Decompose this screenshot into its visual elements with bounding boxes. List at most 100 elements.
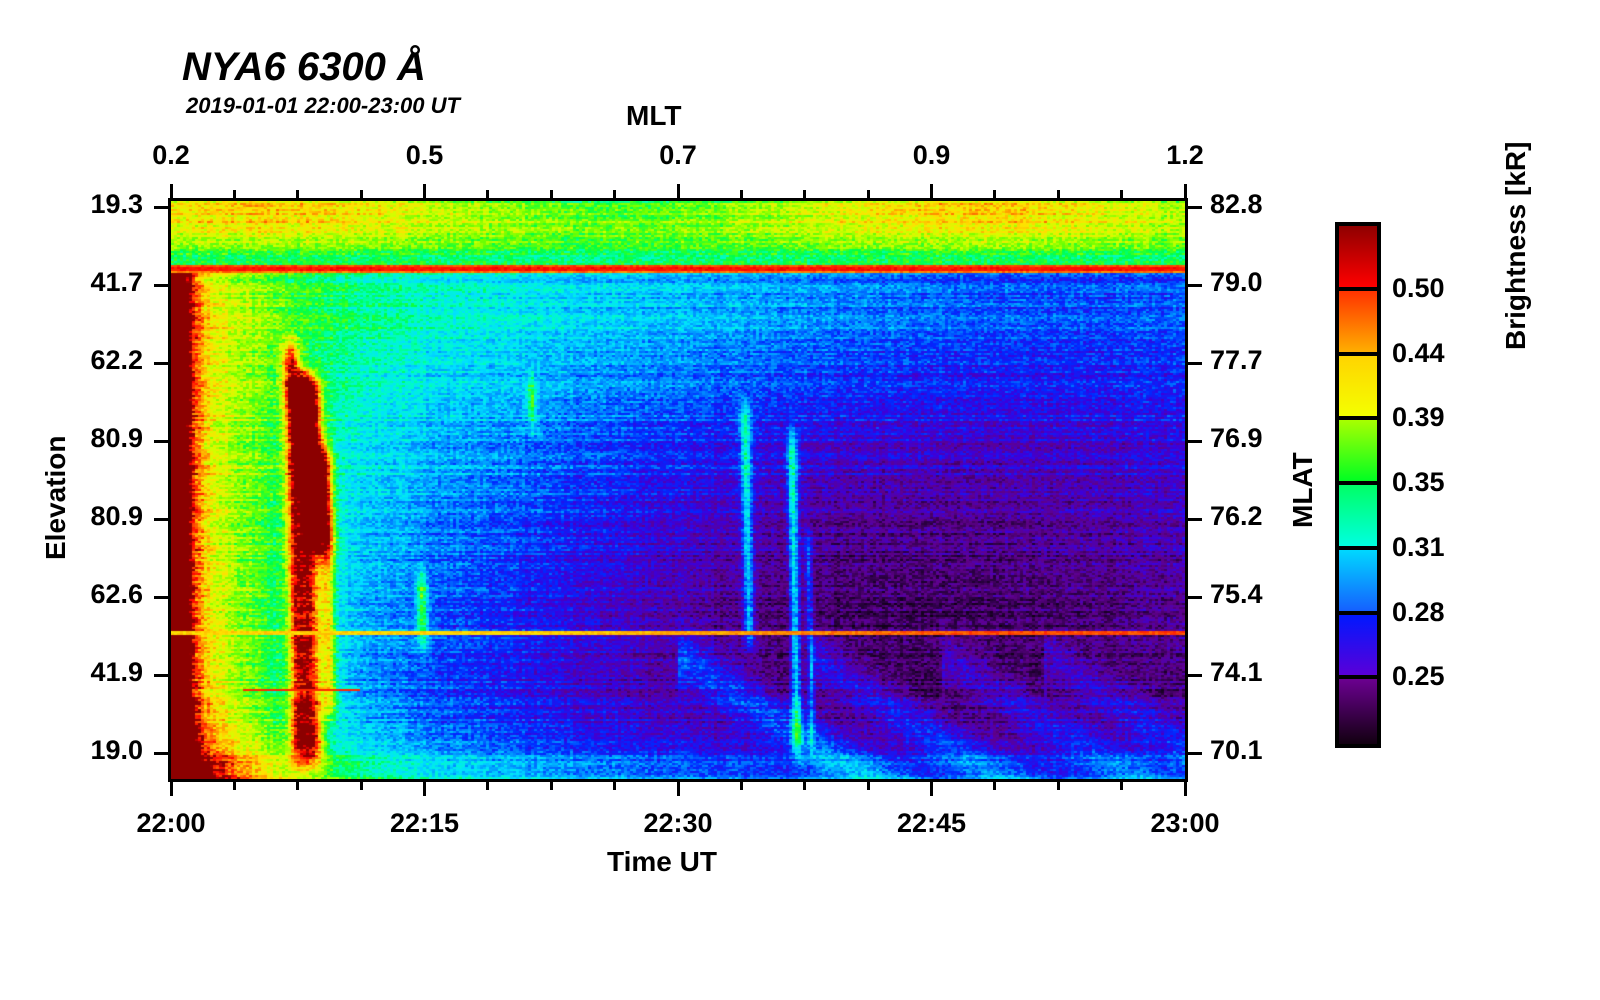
y-tick-label-right: 75.4 <box>1210 579 1263 609</box>
y-major-tick-left <box>154 205 171 209</box>
x-minor-tick-top <box>296 190 300 201</box>
x-minor-tick-bottom <box>486 779 490 790</box>
colorbar-tick-label: 0.44 <box>1392 337 1445 368</box>
x-tick-label-top: 0.5 <box>405 140 444 170</box>
y-major-tick-right <box>1185 517 1202 521</box>
x-minor-tick-top <box>549 190 553 201</box>
page-subtitle: 2019-01-01 22:00-23:00 UT <box>186 93 460 118</box>
y-major-tick-right <box>1185 361 1202 365</box>
y-tick-label-right: 76.9 <box>1210 423 1263 453</box>
x-major-tick-top <box>169 184 173 201</box>
y-major-tick-left <box>154 283 171 287</box>
x-minor-tick-bottom <box>1056 779 1060 790</box>
y-major-tick-left <box>154 439 171 443</box>
y-major-tick-right <box>1185 205 1202 209</box>
x-major-tick-top <box>676 184 680 201</box>
y-tick-label-right: 74.1 <box>1210 657 1263 687</box>
x-minor-tick-bottom <box>613 779 617 790</box>
right-axis-title: MLAT <box>1287 452 1318 528</box>
y-major-tick-right <box>1185 595 1202 599</box>
colorbar <box>1335 222 1381 748</box>
x-minor-tick-top <box>1056 190 1060 201</box>
x-major-tick-bottom <box>423 779 426 796</box>
x-minor-tick-top <box>613 190 617 201</box>
colorbar-segment-0 <box>1339 226 1377 291</box>
colorbar-tick-label: 0.28 <box>1392 596 1445 627</box>
x-minor-tick-top <box>359 190 363 201</box>
x-tick-label-top: 0.7 <box>659 140 697 170</box>
colorbar-gradient <box>1335 222 1381 748</box>
colorbar-tick-label: 0.25 <box>1392 661 1445 692</box>
x-major-tick-bottom <box>676 779 680 796</box>
x-minor-tick-bottom <box>1120 779 1124 790</box>
x-tick-label-top: 0.9 <box>912 140 951 170</box>
x-minor-tick-bottom <box>739 779 743 790</box>
left-axis-title: Elevation <box>40 435 71 560</box>
x-minor-tick-bottom <box>359 779 363 790</box>
x-minor-tick-top <box>1120 190 1124 201</box>
x-minor-tick-bottom <box>232 779 236 790</box>
colorbar-title: Brightness [kR] <box>1500 141 1531 350</box>
y-tick-label-left: 19.0 <box>90 735 143 765</box>
y-tick-label-left: 62.6 <box>90 579 143 609</box>
x-minor-tick-bottom <box>993 779 997 790</box>
y-major-tick-left <box>154 517 171 521</box>
y-major-tick-right <box>1185 283 1202 287</box>
y-tick-label-right: 79.0 <box>1210 267 1263 297</box>
x-minor-tick-top <box>866 190 870 201</box>
x-tick-label-bottom: 22:45 <box>896 808 967 838</box>
colorbar-segment-4 <box>1339 485 1377 550</box>
keogram-plot-area <box>168 198 1188 782</box>
y-tick-label-right: 76.2 <box>1210 501 1263 531</box>
y-major-tick-right <box>1185 673 1202 677</box>
colorbar-segment-7 <box>1339 679 1377 744</box>
x-major-tick-bottom <box>1183 779 1187 796</box>
y-major-tick-right <box>1185 751 1202 755</box>
y-tick-label-left: 19.3 <box>90 189 143 219</box>
x-minor-tick-bottom <box>549 779 553 790</box>
top-axis-title: MLT <box>626 100 682 131</box>
x-tick-label-bottom: 23:00 <box>1150 808 1220 838</box>
colorbar-segment-6 <box>1339 614 1377 680</box>
y-major-tick-left <box>154 751 171 755</box>
colorbar-tick-label: 0.50 <box>1392 272 1445 303</box>
y-major-tick-left <box>154 595 171 599</box>
y-tick-label-left: 41.9 <box>90 657 143 687</box>
colorbar-segment-1 <box>1339 290 1377 356</box>
y-tick-label-left: 80.9 <box>90 501 143 531</box>
x-minor-tick-bottom <box>296 779 300 790</box>
x-tick-label-bottom: 22:15 <box>389 808 460 838</box>
x-major-tick-bottom <box>930 779 933 796</box>
y-major-tick-left <box>154 361 171 365</box>
x-minor-tick-top <box>739 190 743 201</box>
x-minor-tick-top <box>803 190 807 201</box>
colorbar-segment-2 <box>1339 355 1377 421</box>
x-minor-tick-top <box>232 190 236 201</box>
y-tick-label-left: 80.9 <box>90 423 143 453</box>
y-tick-label-left: 62.2 <box>90 345 143 375</box>
x-minor-tick-bottom <box>866 779 870 790</box>
colorbar-segment-5 <box>1339 549 1377 615</box>
colorbar-tick-label: 0.31 <box>1392 531 1445 562</box>
page-title: NYA6 6300 Å <box>182 45 426 89</box>
x-major-tick-top <box>930 184 933 201</box>
x-tick-label-top: 0.2 <box>152 140 190 170</box>
y-major-tick-right <box>1185 439 1202 443</box>
x-major-tick-top <box>1183 184 1187 201</box>
bottom-axis-title: Time UT <box>607 846 717 877</box>
keogram-canvas <box>171 201 1185 779</box>
x-tick-label-bottom: 22:00 <box>136 808 206 838</box>
x-minor-tick-top <box>993 190 997 201</box>
x-minor-tick-bottom <box>803 779 807 790</box>
y-tick-label-right: 70.1 <box>1210 735 1263 765</box>
y-tick-label-right: 77.7 <box>1210 345 1263 375</box>
colorbar-tick-label: 0.39 <box>1392 402 1445 433</box>
x-major-tick-bottom <box>169 779 173 796</box>
x-minor-tick-top <box>486 190 490 201</box>
x-tick-label-bottom: 22:30 <box>643 808 713 838</box>
x-major-tick-top <box>423 184 426 201</box>
x-tick-label-top: 1.2 <box>1166 140 1204 170</box>
colorbar-segment-3 <box>1339 420 1377 485</box>
y-tick-label-right: 82.8 <box>1210 189 1263 219</box>
colorbar-tick-label: 0.35 <box>1392 467 1445 497</box>
